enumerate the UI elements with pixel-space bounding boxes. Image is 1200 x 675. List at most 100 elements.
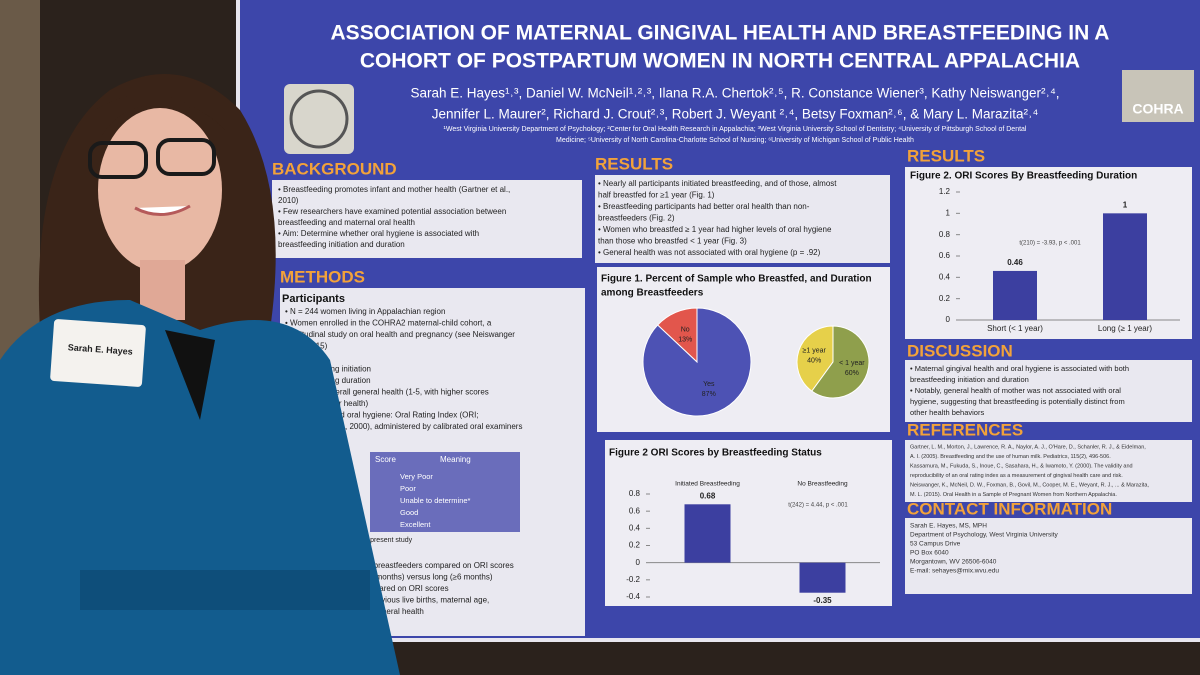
bullet: • Maternal gingival health and oral hygi… [910, 364, 1129, 373]
person: Sarah E. Hayes [0, 74, 400, 675]
bullet: than those who breastfed < 1 year (Fig. … [598, 237, 747, 246]
y-tick-label: 0.6 [629, 506, 641, 515]
y-tick-label: 0.8 [629, 489, 641, 498]
bullet: breastfeeding and maternal oral health [278, 218, 415, 227]
bullet: • Nearly all participants initiated brea… [598, 179, 837, 188]
y-tick-label: -0.4 [626, 592, 640, 601]
contact-line: PO Box 6040 [910, 550, 949, 557]
contact-line: Morgantown, WV 26506-6040 [910, 559, 997, 566]
section-heading: BACKGROUND [272, 159, 397, 178]
poster-title: COHORT OF POSTPARTUM WOMEN IN NORTH CENT… [360, 50, 1080, 73]
slice-label: < 1 year [839, 360, 865, 367]
value-label: 0.46 [1007, 258, 1023, 267]
y-tick-label: 0.4 [629, 523, 641, 532]
figure-title: Figure 2. ORI Scores By Breastfeeding Du… [910, 171, 1137, 182]
table-header: Meaning [440, 455, 471, 464]
figure-title: among Breastfeeders [601, 288, 704, 299]
logo-right [1122, 70, 1194, 122]
reference: reproducibility of an oral rating index … [910, 473, 1123, 479]
y-tick-label: 0 [946, 315, 951, 324]
pie-slice [642, 307, 752, 417]
bullet: • Breastfeeding short (<6 months) versus… [285, 573, 493, 582]
reference: Kassamura, M., Fukuda, S., Inoue, C., Sa… [910, 463, 1133, 469]
slice-value: 13% [678, 337, 692, 344]
bullet: • Notably, general health of mother was … [910, 386, 1121, 395]
badge-name: Sarah E. Hayes [67, 342, 133, 357]
section-heading: REFERENCES [907, 420, 1023, 439]
contact-line: Department of Psychology, West Virginia … [910, 532, 1059, 539]
pie-slice [811, 325, 870, 399]
figure-title: Figure 2 ORI Scores by Breastfeeding Sta… [609, 448, 822, 459]
table-note: *Not used in present study [330, 537, 413, 544]
table-cell: Good [400, 508, 418, 517]
section-heading: CONTACT INFORMATION [907, 499, 1112, 518]
discussion-box [905, 360, 1192, 422]
category-label: Initiated Breastfeeding [675, 481, 740, 488]
shirt [165, 330, 215, 420]
figure-2-box [605, 440, 892, 606]
bullet: • Self-rated overall general health (1-5… [285, 388, 489, 397]
affiliations: Medicine; ⁵University of North Carolina-… [556, 137, 914, 144]
affiliations: ¹West Virginia University Department of … [444, 126, 1027, 133]
bar [684, 504, 731, 563]
bullet: hygiene, suggesting that breastfeeding i… [910, 397, 1125, 406]
contact-line: 53 Campus Drive [910, 541, 961, 548]
pie-slice [796, 325, 834, 392]
y-tick-label: 1 [946, 208, 951, 217]
logo-seal [289, 89, 349, 149]
reference: A. I. (2005). Breastfeeding and the use … [910, 454, 1111, 460]
poster-title: ASSOCIATION OF MATERNAL GINGIVAL HEALTH … [331, 22, 1110, 45]
value-label: 0.68 [700, 491, 716, 500]
face [98, 108, 222, 272]
bullet: longitudinal study on oral health and pr… [285, 330, 515, 339]
bullet: breastfeeders (Fig. 2) [598, 214, 675, 223]
y-tick-label: 0 [636, 558, 641, 567]
bullet: • Oral health and oral hygiene: Oral Rat… [285, 411, 479, 420]
bangs [95, 94, 225, 150]
results-box [595, 175, 890, 263]
bullet: • Women enrolled in the COHRA2 maternal-… [285, 319, 492, 328]
slice-value: 60% [845, 370, 859, 377]
y-tick-label: -0.2 [626, 575, 640, 584]
annotation: t(242) = 4.44, p < .001 [788, 503, 848, 509]
reference: Neiswanger, K., McNeil, D. W., Foxman, B… [910, 482, 1149, 488]
category-label: Long (≥ 1 year) [1098, 324, 1153, 333]
table-header: Score [375, 455, 396, 464]
logo-text: COHRA [1132, 101, 1183, 117]
contact-line: Sarah E. Hayes, MS, MPH [910, 523, 987, 530]
y-tick-label: 0.8 [939, 230, 951, 239]
category-label: Short (< 1 year) [987, 324, 1043, 333]
bar [1103, 213, 1147, 320]
bullet: 2010) [278, 196, 299, 205]
table-cell: Excellent [400, 520, 431, 529]
logo-left [284, 84, 354, 154]
bullet: • N = 244 women living in Appalachian re… [285, 307, 445, 316]
bar [993, 270, 1037, 320]
table-cell: Very Poor [400, 472, 433, 481]
value-label: 1 [1123, 200, 1128, 209]
glasses-left [88, 141, 148, 179]
bullet: breastfeeding initiation and duration [910, 375, 1029, 384]
bar [799, 562, 846, 593]
subheading: Participants [282, 293, 345, 305]
contact-line: E-mail: sehayes@mix.wvu.edu [910, 568, 999, 575]
category-label: No Breastfeeding [797, 481, 848, 488]
y-tick-label: 1.2 [939, 187, 951, 196]
reference: M. L. (2015). Oral Health in a Sample of… [910, 492, 1117, 498]
glasses-right [156, 138, 216, 176]
belt [80, 570, 370, 610]
y-tick-label: 0.6 [939, 251, 951, 260]
annotation: t(210) = -3.93, p < .001 [1019, 241, 1081, 247]
figure-title: Figure 1. Percent of Sample who Breastfe… [601, 274, 872, 285]
section-heading: RESULTS [595, 154, 673, 173]
y-tick-label: 0.2 [939, 294, 951, 303]
section-heading: DISCUSSION [907, 341, 1013, 360]
bullet: • Aim: Determine whether oral hygiene is… [278, 229, 479, 238]
bullet: • Women who breastfed ≥ 1 year had highe… [598, 225, 832, 234]
y-tick-label: 0.2 [629, 541, 641, 550]
section-heading: RESULTS [907, 146, 985, 165]
slice-label: No [681, 327, 690, 334]
slice-value: 40% [807, 358, 821, 365]
bullet: Kassamura et al., 2000), administered by… [285, 422, 522, 431]
slice-label: ≥1 year [803, 348, 827, 355]
